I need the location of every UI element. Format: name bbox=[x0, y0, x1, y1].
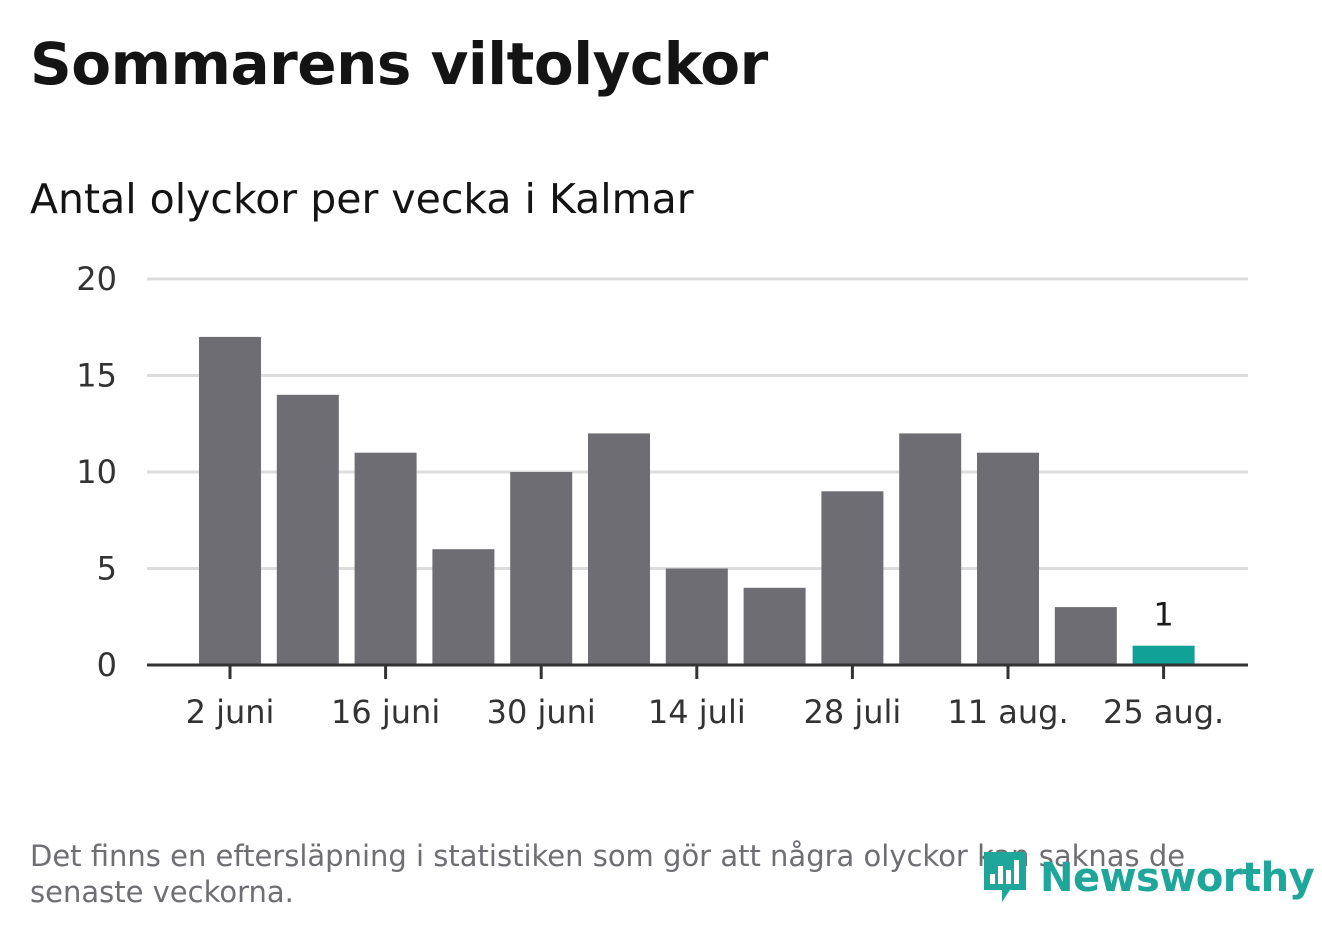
bar-23-juni bbox=[432, 549, 495, 665]
bars bbox=[199, 336, 1195, 665]
x-tick-label-3: 14 juli bbox=[648, 693, 746, 731]
x-axis-ticks: 2 juni 16 juni 30 juni 14 juli 28 juli 11 aug… bbox=[186, 665, 1224, 731]
y-tick-label-5: 5 bbox=[97, 550, 117, 588]
bar-18-aug bbox=[1054, 607, 1117, 665]
y-axis-ticks: 0 5 10 15 20 bbox=[76, 260, 117, 684]
chart-subtitle: Antal olyckor per vecka i Kalmar bbox=[30, 175, 694, 223]
data-labels: 1 bbox=[1153, 596, 1173, 634]
bar-30-juni bbox=[510, 472, 573, 665]
x-tick-label-1: 16 juni bbox=[331, 693, 440, 731]
y-tick-label-10: 10 bbox=[76, 453, 117, 491]
data-label-12: 1 bbox=[1153, 596, 1173, 634]
bar-4-aug bbox=[899, 433, 962, 665]
bar-16-juni bbox=[354, 452, 417, 665]
bar-14-juli bbox=[665, 568, 728, 665]
bar-2-juni bbox=[199, 336, 261, 665]
newsworthy-logo-text: Newsworthy bbox=[1040, 855, 1315, 901]
x-tick-label-5: 11 aug. bbox=[947, 693, 1068, 731]
x-tick-label-4: 28 juli bbox=[803, 693, 901, 731]
bar-28-juli bbox=[821, 491, 884, 665]
chart-title: Sommarens viltolyckor bbox=[30, 30, 768, 98]
newsworthy-logo: Newsworthy bbox=[980, 848, 1315, 908]
bar-11-aug bbox=[977, 452, 1039, 665]
y-tick-label-15: 15 bbox=[76, 357, 117, 395]
bar-21-juli bbox=[743, 587, 806, 665]
bar-chart: 0 5 10 15 20 2 juni 16 juni 30 juni 14 juli 28 j… bbox=[76, 260, 1248, 731]
bar-7-juli bbox=[588, 433, 650, 665]
y-tick-label-20: 20 bbox=[76, 260, 117, 298]
bar-9-juni bbox=[276, 394, 339, 665]
y-tick-label-0: 0 bbox=[97, 646, 117, 684]
bar-25-aug bbox=[1132, 645, 1195, 665]
x-tick-label-0: 2 juni bbox=[186, 693, 275, 731]
newsworthy-logo-icon bbox=[984, 852, 1026, 902]
x-tick-label-6: 25 aug. bbox=[1103, 693, 1224, 731]
x-tick-label-2: 30 juni bbox=[487, 693, 596, 731]
